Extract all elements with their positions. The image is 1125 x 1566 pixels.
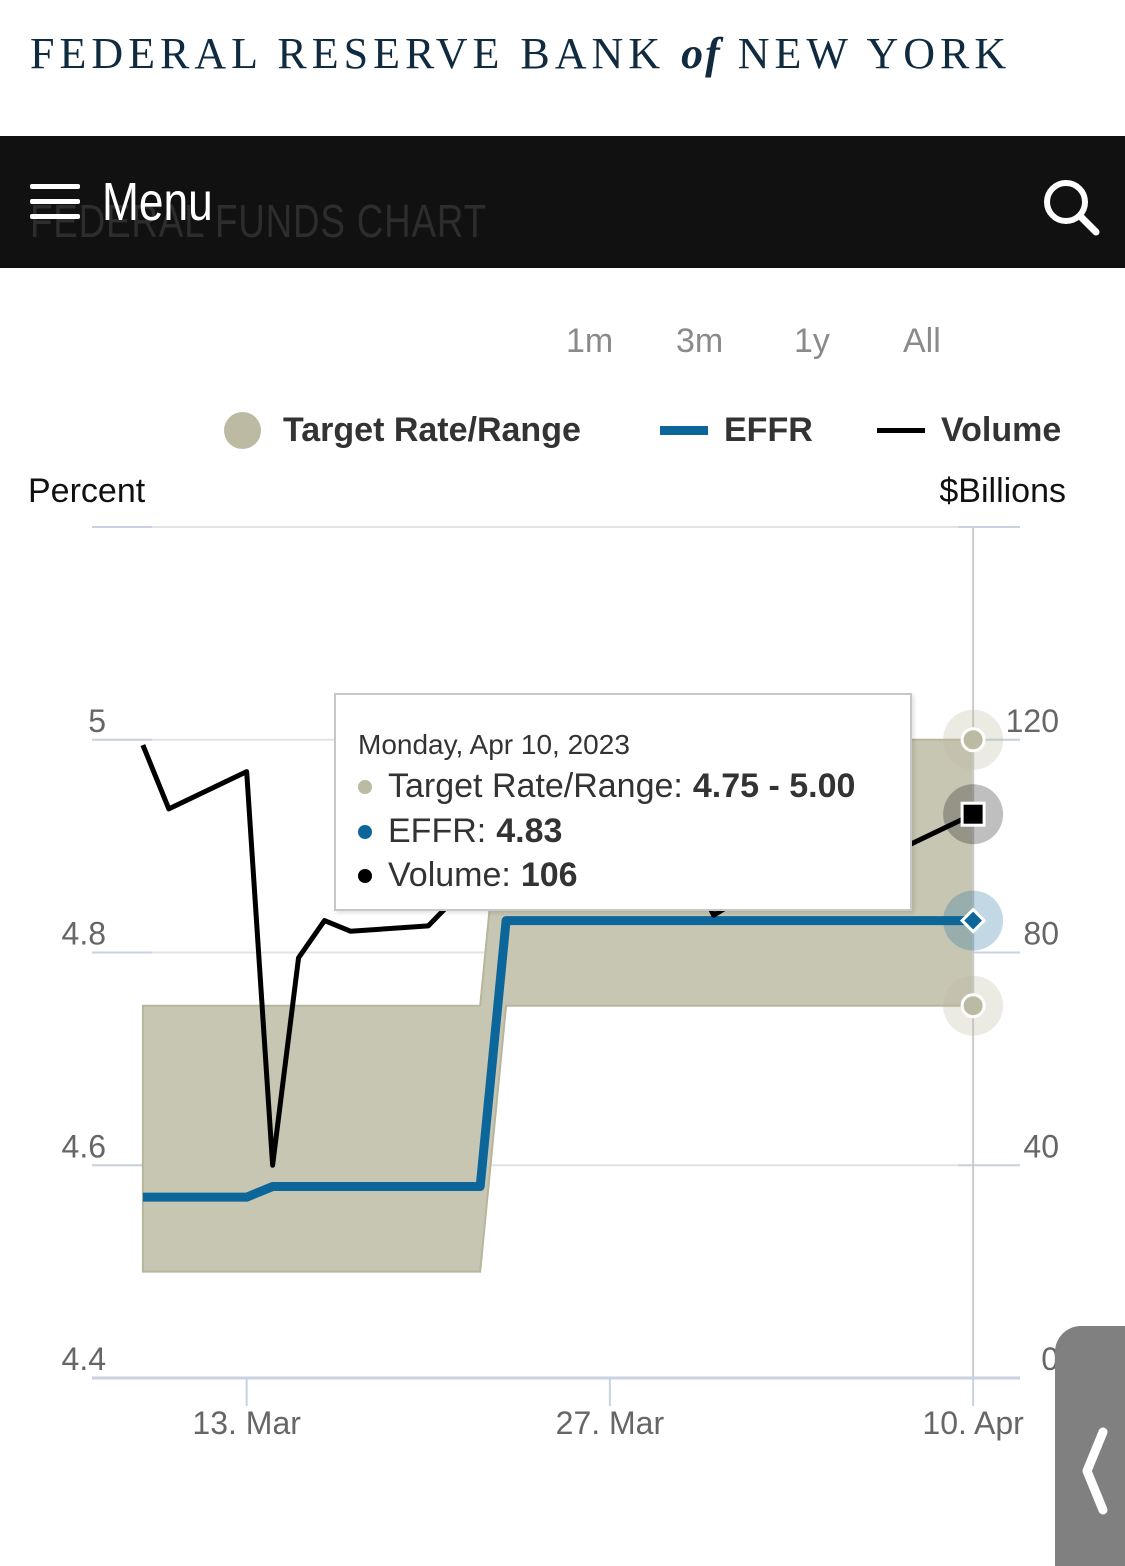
tooltip-dot-icon: [358, 779, 372, 794]
y-axis-right-label: 40: [1023, 1128, 1059, 1164]
tooltip-date: Monday, Apr 10, 2023: [358, 729, 630, 760]
legend-item-target-rate[interactable]: Target Rate/Range: [224, 405, 581, 455]
y-axis-right-label: 0: [1041, 1341, 1059, 1377]
x-axis-label: 27. Mar: [556, 1405, 665, 1441]
tooltip-label: Volume:: [388, 856, 511, 894]
chart-tooltip: Monday, Apr 10, 2023 Target Rate/Range: …: [334, 693, 912, 911]
site-header: FEDERAL RESERVE BANK of NEW YORK: [0, 0, 1125, 136]
effr-marker: [959, 907, 987, 934]
y-axis-right-label: 80: [1023, 916, 1059, 952]
tooltip-row-effr: EFFR: 4.83: [358, 812, 562, 851]
y-axis-right-title: $Billions: [939, 472, 1066, 510]
tooltip-dot-icon: [358, 824, 372, 839]
menu-label: Menu: [102, 172, 213, 232]
chevron-left-icon: [1082, 1427, 1108, 1515]
legend-item-effr[interactable]: EFFR: [660, 405, 813, 455]
legend-label-volume: Volume: [941, 410, 1062, 449]
nav-bar: FEDERAL FUNDS CHART Menu: [0, 136, 1125, 268]
volume-marker: [960, 801, 986, 827]
y-axis-left-label: 4.6: [62, 1128, 106, 1164]
x-axis-label: 10. Apr: [922, 1405, 1024, 1441]
target-low-marker: [960, 993, 986, 1019]
hamburger-icon: [30, 184, 80, 220]
legend-line-icon: [877, 427, 925, 433]
logo-text-left: FEDERAL RESERVE BANK: [30, 29, 666, 78]
y-axis-left-label: 5: [88, 703, 106, 739]
effr-line: [142, 916, 974, 1202]
legend-circle-icon: [224, 411, 261, 449]
menu-button[interactable]: Menu: [30, 172, 237, 232]
x-axis-label: 13. Mar: [192, 1405, 301, 1441]
side-panel-toggle[interactable]: [1055, 1326, 1125, 1566]
range-button-3m[interactable]: 3m: [676, 322, 724, 360]
range-button-1y[interactable]: 1y: [794, 322, 830, 360]
logo-text-of: of: [681, 29, 722, 78]
tooltip-value: 106: [520, 856, 578, 894]
logo-text-right: NEW YORK: [737, 29, 1012, 78]
tooltip-value: 4.75 - 5.00: [692, 767, 856, 805]
chart-legend: Target Rate/Range EFFR Volume: [0, 405, 1125, 455]
range-selector: 1m 3m 1y All: [0, 322, 1125, 366]
search-icon[interactable]: [1040, 176, 1100, 236]
range-button-1m[interactable]: 1m: [566, 322, 614, 360]
y-axis-left-label: 4.4: [62, 1341, 106, 1377]
tooltip-row-volume: Volume: 106: [358, 856, 578, 895]
legend-label-target-rate: Target Rate/Range: [283, 410, 581, 449]
y-axis-left-title: Percent: [28, 472, 146, 510]
y-axis-right-label: 120: [1006, 703, 1059, 739]
page-title: FEDERAL FUNDS CHART: [30, 195, 487, 247]
tooltip-label: EFFR:: [388, 812, 487, 850]
legend-bar-icon: [660, 425, 708, 435]
legend-label-effr: EFFR: [724, 410, 813, 449]
tooltip-dot-icon: [358, 868, 372, 883]
target-high-marker: [960, 727, 986, 753]
site-logo[interactable]: FEDERAL RESERVE BANK of NEW YORK: [30, 28, 1100, 79]
tooltip-row-target-rate: Target Rate/Range: 4.75 - 5.00: [358, 767, 855, 806]
tooltip-label: Target Rate/Range:: [388, 767, 683, 805]
tooltip-value: 4.83: [496, 812, 563, 850]
chart-plot[interactable]: 4.4 4.6 4.8 5 0 40 80 120 13. Mar 27. Mar 10. Apr: [0, 500, 1125, 1460]
range-button-all[interactable]: All: [903, 322, 941, 360]
y-axis-left-label: 4.8: [62, 916, 106, 952]
legend-item-volume[interactable]: Volume: [877, 405, 1061, 455]
